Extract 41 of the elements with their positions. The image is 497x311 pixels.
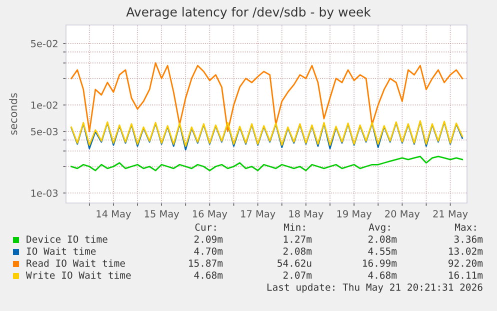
y-tick-label: 1e-02 xyxy=(31,101,58,109)
x-tick-label: 21 May xyxy=(433,210,468,220)
text: 2.07m xyxy=(283,271,312,279)
text: Cur: xyxy=(195,223,216,231)
legend-label: Read IO Wait time xyxy=(26,259,125,267)
text: 54.62u xyxy=(278,259,312,267)
text: 92.20m xyxy=(448,259,483,267)
text: 4.68m xyxy=(194,271,223,279)
y-axis-title: seconds xyxy=(9,93,18,135)
text: 1.27m xyxy=(284,235,312,243)
line-series xyxy=(70,62,464,132)
text: 16.11m xyxy=(449,271,483,279)
text: 4.70m xyxy=(194,247,223,255)
text: Min: xyxy=(284,223,305,231)
text: 2.08m xyxy=(283,247,312,255)
text: Max: xyxy=(455,224,476,231)
legend-label: Device IO time xyxy=(26,235,108,243)
y-tick-label: 5e-02 xyxy=(31,40,58,48)
text: 2.08m xyxy=(368,235,397,243)
x-tick-label: 19 May xyxy=(337,210,372,220)
line-series xyxy=(70,156,464,172)
x-tick-label: 15 May xyxy=(144,210,180,220)
text: 3.36m xyxy=(454,235,483,243)
text: 2.09m xyxy=(194,235,223,243)
text: Last update: Thu May 21 20:21:31 2026 xyxy=(267,283,482,293)
text: Avg: xyxy=(368,224,390,233)
legend-label: IO Wait time xyxy=(26,247,96,255)
chart-title: Average latency for /dev/sdb - by week xyxy=(126,6,371,20)
x-tick-label: 14 May xyxy=(96,210,131,220)
y-tick-label: 5e-03 xyxy=(31,128,58,136)
x-tick-label: 20 May xyxy=(385,210,420,220)
text: 4.68m xyxy=(368,271,397,279)
text: 4.55m xyxy=(368,248,397,255)
text: 16.99m xyxy=(363,259,397,267)
text: 13.02m xyxy=(449,247,483,255)
x-tick-label: 17 May xyxy=(241,210,276,220)
x-tick-label: 16 May xyxy=(192,210,228,220)
y-tick-label: 1e-03 xyxy=(31,189,58,197)
text: 15.87m xyxy=(189,259,223,267)
x-tick-label: 18 May xyxy=(289,210,324,220)
legend-label: Write IO Wait time xyxy=(26,271,131,279)
